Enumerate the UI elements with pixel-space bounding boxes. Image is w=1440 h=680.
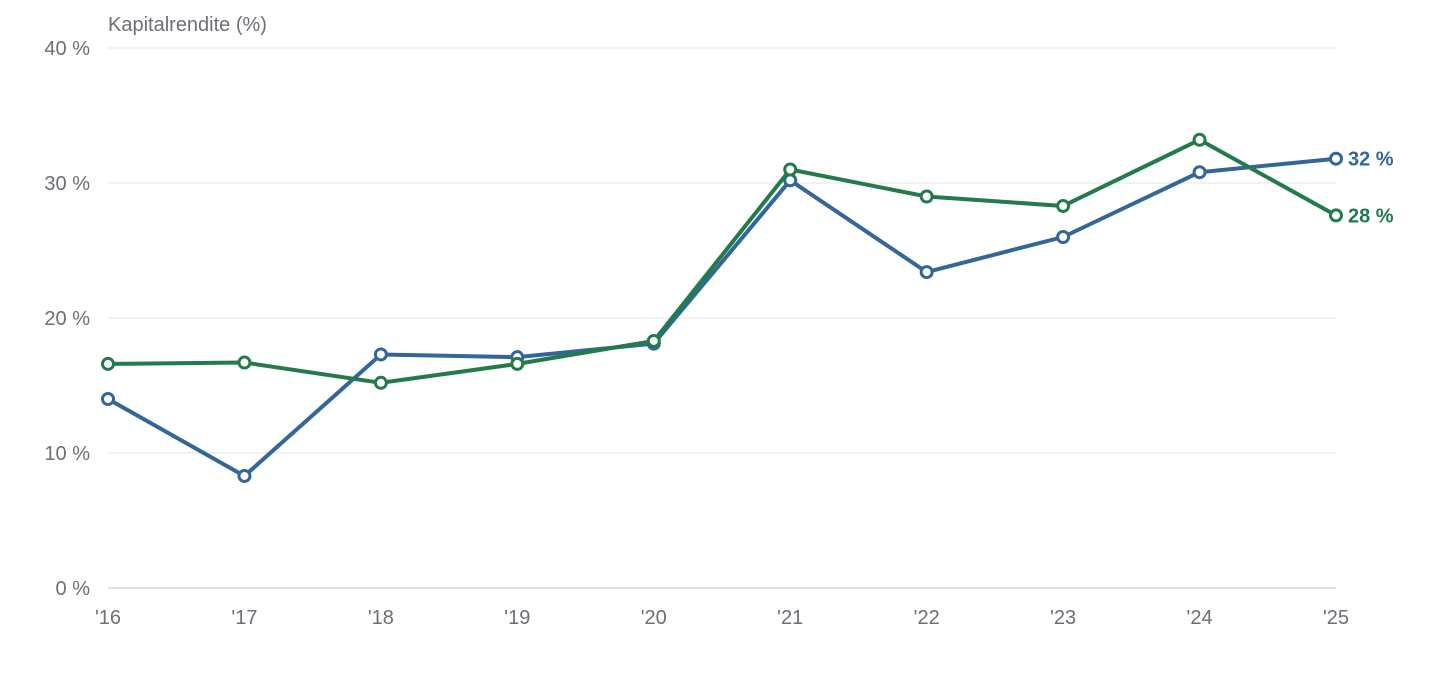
data-point <box>237 468 252 483</box>
series-end-label: 32 % <box>1348 149 1394 171</box>
series-line <box>106 156 1338 478</box>
y-tick-label: 0 % <box>56 578 91 600</box>
y-tick-label: 40 % <box>44 38 90 60</box>
data-point <box>919 265 934 280</box>
x-tick-label: '24 <box>1187 607 1213 629</box>
x-tick-label: '20 <box>641 607 667 629</box>
data-point <box>101 392 115 406</box>
series-end-label: 28 % <box>1348 205 1394 227</box>
data-point <box>101 356 115 371</box>
data-point <box>1329 208 1343 223</box>
x-tick-label: '25 <box>1323 607 1349 629</box>
data-point <box>510 356 525 371</box>
x-tick-label: '17 <box>231 607 257 629</box>
data-point <box>1056 230 1071 244</box>
data-point <box>1192 132 1207 147</box>
gridlines <box>108 47 1336 589</box>
data-point <box>373 375 388 390</box>
series-2 <box>101 132 1343 390</box>
data-point <box>1329 151 1343 166</box>
x-tick-label: '19 <box>504 607 530 629</box>
x-tick-label: '23 <box>1050 607 1076 629</box>
data-point <box>1192 165 1207 180</box>
data-point <box>373 347 388 362</box>
series-layer <box>101 132 1343 483</box>
data-point <box>783 162 798 177</box>
y-axis-ticks: 0 % 10 % 20 % 30 % 40 % <box>44 38 90 600</box>
x-tick-label: '18 <box>368 607 394 629</box>
series-line <box>106 137 1338 385</box>
y-axis-title: Kapitalrendite (%) <box>108 14 267 36</box>
x-tick-label: '16 <box>95 607 121 629</box>
x-tick-label: '21 <box>777 607 803 629</box>
x-axis-ticks: '16 '17 '18 '19 '20 '21 '22 '23 '24 '25 <box>95 607 1349 629</box>
series-1 <box>101 151 1343 483</box>
y-tick-label: 10 % <box>44 443 90 465</box>
x-tick-label: '22 <box>914 607 940 629</box>
data-point <box>1056 198 1071 213</box>
data-point <box>646 333 661 348</box>
y-tick-label: 20 % <box>44 308 90 330</box>
end-labels: 32 % 28 % <box>1348 149 1394 228</box>
data-point <box>237 355 252 370</box>
data-point <box>919 189 934 204</box>
y-tick-label: 30 % <box>44 173 90 195</box>
